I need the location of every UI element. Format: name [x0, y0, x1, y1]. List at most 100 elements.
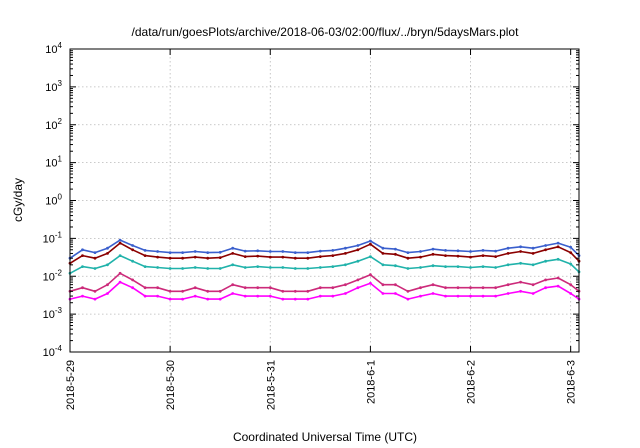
series-point: [381, 283, 385, 287]
series-point: [406, 297, 410, 301]
series-point: [193, 255, 197, 259]
series-point: [394, 283, 397, 287]
series-point: [494, 249, 497, 253]
series-point: [469, 255, 472, 259]
series-point: [331, 249, 335, 252]
series-point: [394, 292, 397, 295]
series-point: [306, 256, 310, 260]
y-axis-label: cGy/day: [11, 178, 25, 222]
series-point: [444, 249, 447, 252]
series-point: [356, 244, 360, 247]
series-point: [168, 256, 172, 260]
series-point: [93, 267, 97, 270]
series-point: [243, 255, 247, 258]
series-point: [569, 283, 573, 287]
series-point: [81, 294, 84, 298]
series-point: [131, 278, 135, 282]
series-point: [206, 251, 210, 255]
series-point: [556, 257, 560, 261]
series-point: [431, 264, 435, 268]
series-point: [531, 292, 535, 295]
series-point: [369, 239, 372, 243]
series-point: [256, 265, 260, 268]
x-tick-label: 2018-6-3: [566, 360, 578, 404]
y-tick-label: 101: [45, 155, 62, 170]
series-point: [306, 251, 310, 255]
series-point: [143, 254, 147, 257]
series-point: [369, 255, 372, 258]
series-point: [506, 246, 510, 250]
series-point: [156, 250, 160, 253]
series-point: [469, 266, 472, 269]
series-point: [131, 248, 135, 252]
series-point: [556, 245, 560, 249]
series-point: [381, 263, 385, 267]
series-point: [456, 265, 460, 268]
series-point: [306, 297, 310, 301]
series-point: [268, 250, 272, 253]
series-point: [193, 294, 197, 298]
series-line-2: [69, 272, 580, 293]
series-point: [506, 263, 510, 267]
series-point: [569, 251, 573, 255]
series-point: [318, 294, 322, 298]
series-point: [293, 256, 297, 260]
series-point: [406, 251, 410, 255]
series-point: [456, 249, 460, 253]
series-point: [431, 252, 435, 256]
series-point: [293, 289, 297, 293]
series-point: [143, 294, 147, 298]
series-point: [281, 297, 285, 301]
series-point: [344, 263, 347, 267]
series-point: [131, 244, 135, 247]
series-point: [143, 286, 147, 290]
series-point: [131, 259, 135, 263]
series-point: [494, 286, 497, 290]
series-point: [331, 254, 335, 257]
series-point: [356, 259, 360, 263]
series-point: [81, 248, 84, 252]
x-tick-label: 2018-5-31: [265, 360, 277, 410]
series-point: [556, 241, 560, 245]
series-point: [281, 255, 285, 259]
series-point: [118, 238, 122, 242]
series-point: [281, 266, 285, 269]
tick-marks: [69, 48, 579, 353]
series-point: [406, 267, 410, 270]
series-point: [93, 251, 97, 255]
series-point: [193, 266, 197, 269]
series-point: [531, 263, 535, 267]
series-point: [481, 249, 485, 252]
series-point: [419, 266, 422, 269]
series-point: [131, 286, 135, 290]
series-point: [193, 286, 197, 290]
series-point: [394, 264, 397, 268]
series-point: [431, 283, 435, 287]
series-point: [494, 294, 497, 298]
series-point: [506, 252, 510, 255]
series-point: [419, 286, 422, 290]
series-point: [243, 266, 247, 269]
series-point: [193, 250, 197, 253]
series-point: [306, 267, 310, 270]
series-point: [544, 244, 547, 247]
x-tick-label: 2018-6-1: [365, 360, 377, 404]
series-point: [218, 289, 222, 293]
x-tick-label: 2018-6-2: [466, 360, 478, 404]
series-point: [181, 289, 185, 293]
series-point: [369, 242, 372, 246]
series-point: [206, 267, 210, 270]
series-point: [118, 280, 122, 284]
series-point: [168, 297, 172, 301]
series-point: [356, 278, 360, 282]
series-point: [268, 294, 272, 298]
series-point: [444, 265, 447, 268]
series-point: [143, 249, 147, 252]
series-line-1: [69, 242, 580, 264]
series-point: [569, 262, 573, 266]
series-point: [419, 250, 422, 253]
series-point: [406, 256, 410, 260]
series-point: [544, 259, 547, 263]
series-point: [431, 292, 435, 295]
